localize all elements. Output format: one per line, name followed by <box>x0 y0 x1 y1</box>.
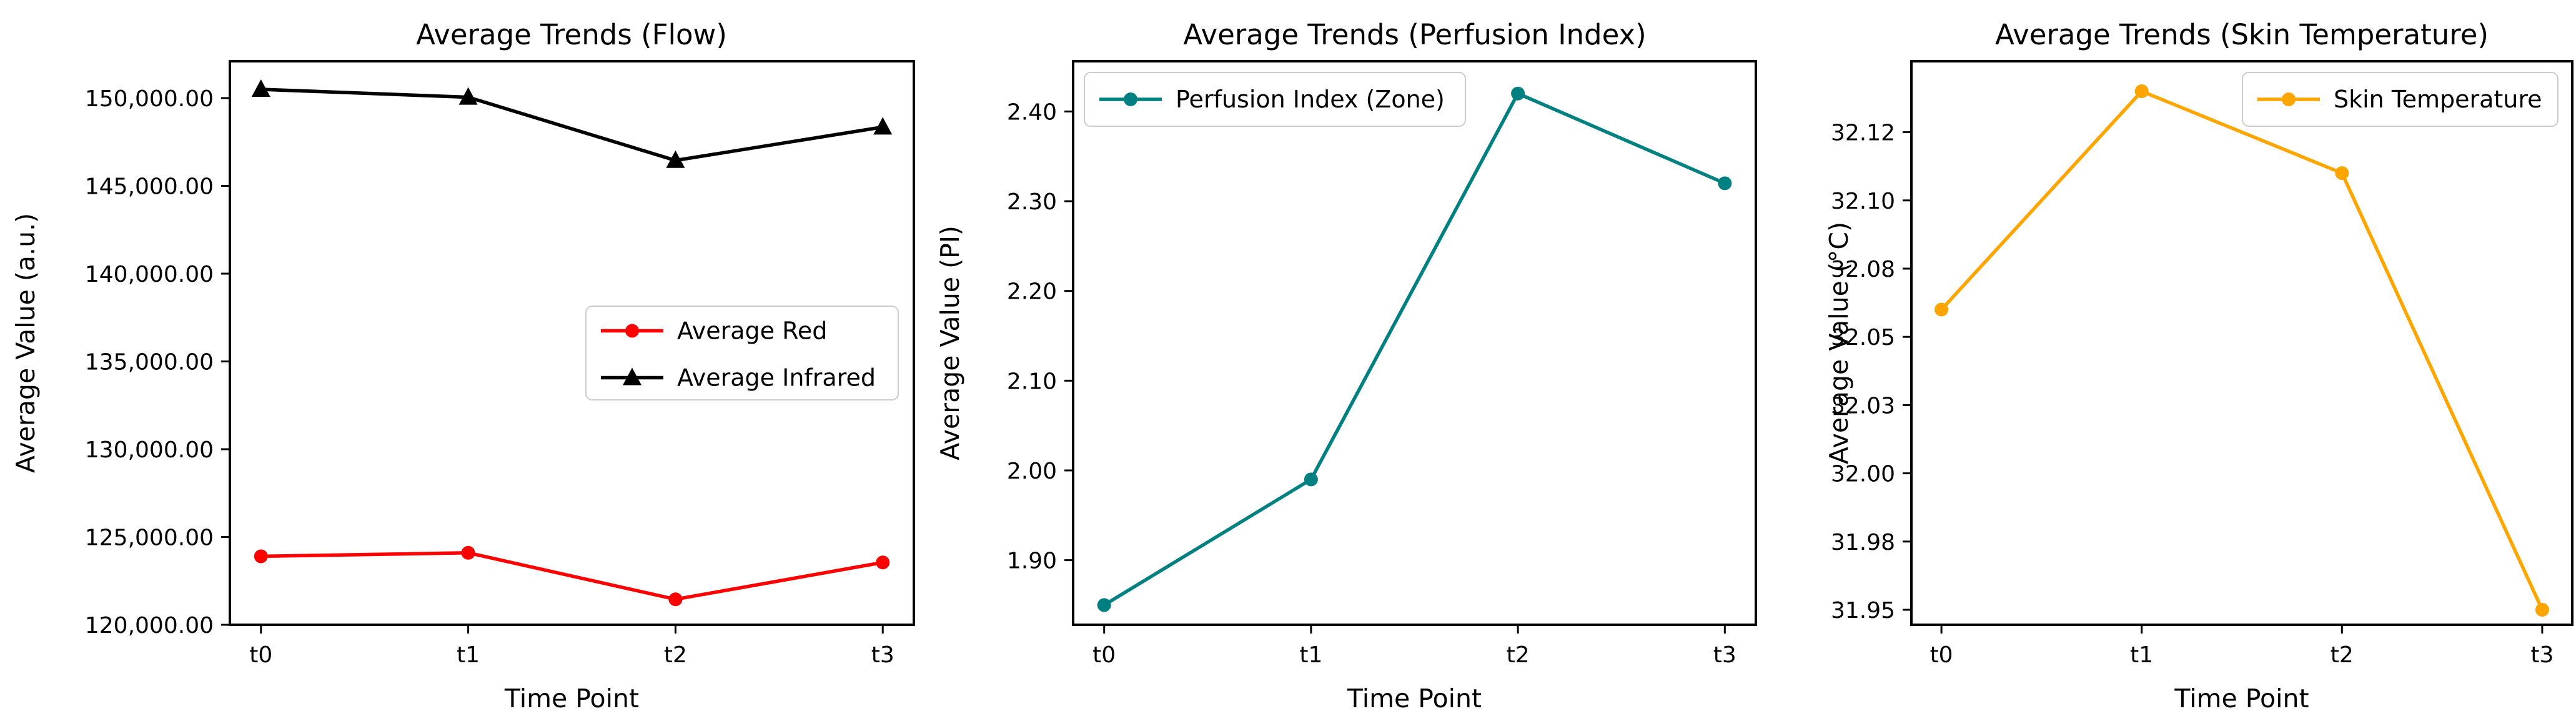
series-line-average-red <box>259 551 884 602</box>
y-tick-label: 2.20 <box>1007 279 1057 305</box>
data-point-average-infrared <box>873 117 893 135</box>
y-tick-label: 32.00 <box>1831 462 1895 487</box>
y-tick-label: 145,000.00 <box>85 174 214 200</box>
legend-marker-perfusion-index-zone <box>1124 92 1137 106</box>
legend-label-skin-temperature: Skin Temperature <box>2334 86 2542 113</box>
data-point-skin-temperature <box>2134 84 2149 99</box>
axes-frame <box>229 60 915 626</box>
y-tick-label: 2.30 <box>1007 189 1057 215</box>
legend-marker-average-infrared <box>623 367 642 385</box>
legend-box <box>585 306 899 400</box>
y-tick-label: 2.10 <box>1007 369 1057 394</box>
y-tick-label: 130,000.00 <box>85 437 214 463</box>
y-tick-label: 32.10 <box>1831 189 1895 214</box>
legend-label-average-red: Average Red <box>677 317 827 345</box>
y-tick-label: 150,000.00 <box>85 86 214 112</box>
x-tick-label: t3 <box>2530 642 2554 668</box>
x-axis-label: Time Point <box>2174 684 2309 714</box>
x-axis-label: Time Point <box>1347 684 1482 714</box>
legend: Skin Temperature <box>2242 72 2559 127</box>
axes-frame <box>1910 60 2574 626</box>
y-tick-label: 2.40 <box>1007 99 1057 125</box>
y-tick-label: 120,000.00 <box>85 613 214 639</box>
legend-marker-skin-temperature <box>2282 92 2296 106</box>
data-point-perfusion-index-zone <box>1304 472 1318 487</box>
chart-average-trends-skin-temperature: 31.95 31.98 32.00 32.03 32.05 32.08 32.10 32.12… <box>1824 60 2574 714</box>
data-point-skin-temperature <box>2535 602 2549 617</box>
data-point-perfusion-index-zone <box>1097 598 1111 612</box>
y-axis-label: Average Value (°C) <box>1824 222 1854 464</box>
data-point-average-red <box>461 545 475 560</box>
legend: Average Red Average Infrared <box>585 306 899 400</box>
y-tick-label: 32.08 <box>1831 257 1895 282</box>
chart-title-skin-temperature: Average Trends (Skin Temperature) <box>1994 18 2489 51</box>
chart-average-trends-flow: 120,000.00 125,000.00 130,000.00 135,000.00… <box>11 60 915 714</box>
chart-average-trends-perfusion-index: 1.90 2.00 2.10 2.20 2.30 2.40 t0 t1 t2 t3 Time Poi… <box>935 60 1757 714</box>
y-axis-label: Average Value (PI) <box>935 226 965 460</box>
legend-marker-average-red <box>625 324 639 338</box>
x-tick-label: t1 <box>1299 642 1322 668</box>
data-point-average-infrared <box>251 79 270 97</box>
x-tick-label: t2 <box>1507 642 1530 668</box>
data-point-skin-temperature <box>1934 302 1949 317</box>
x-tick-label: t0 <box>249 642 272 668</box>
x-tick-label: t0 <box>1092 642 1116 668</box>
data-point-average-red <box>668 592 683 607</box>
data-point-skin-temperature <box>2335 166 2349 181</box>
data-point-perfusion-index-zone <box>1718 176 1732 191</box>
y-tick-label: 32.05 <box>1831 325 1895 351</box>
legend-label-average-infrared: Average Infrared <box>677 364 876 392</box>
axes-frame <box>1072 60 1757 626</box>
chart-title-flow: Average Trends (Flow) <box>416 18 727 51</box>
x-tick-label: t2 <box>664 642 687 668</box>
legend-box <box>2242 72 2559 127</box>
chart-title-perfusion-index: Average Trends (Perfusion Index) <box>1183 18 1647 51</box>
data-point-average-red <box>876 555 890 570</box>
data-point-average-infrared <box>666 150 685 168</box>
data-point-perfusion-index-zone <box>1511 86 1525 101</box>
y-tick-label: 31.98 <box>1831 530 1895 555</box>
y-tick-label: 1.90 <box>1007 549 1057 574</box>
data-point-average-infrared <box>458 87 478 105</box>
y-tick-label: 32.03 <box>1831 393 1895 419</box>
series-line-perfusion-index-zone <box>1102 91 1727 607</box>
x-tick-label: t3 <box>1713 642 1736 668</box>
y-tick-label: 140,000.00 <box>85 262 214 287</box>
series-line-skin-temperature <box>1939 89 2544 612</box>
x-tick-label: t1 <box>457 642 480 668</box>
x-axis-label: Time Point <box>504 684 639 714</box>
y-tick-label: 32.12 <box>1831 121 1895 146</box>
series-line-average-infrared <box>259 87 884 162</box>
data-point-average-red <box>254 549 268 564</box>
y-axis-label: Average Value (a.u.) <box>11 213 41 473</box>
legend-box <box>1084 72 1466 127</box>
x-tick-label: t2 <box>2331 642 2354 668</box>
y-tick-label: 2.00 <box>1007 459 1057 484</box>
y-tick-label: 135,000.00 <box>85 350 214 375</box>
x-tick-label: t0 <box>1930 642 1953 668</box>
y-tick-label: 31.95 <box>1831 598 1895 624</box>
legend: Perfusion Index (Zone) <box>1084 72 1466 127</box>
x-tick-label: t3 <box>871 642 894 668</box>
legend-label-perfusion-index-zone: Perfusion Index (Zone) <box>1176 86 1445 113</box>
y-tick-label: 125,000.00 <box>85 525 214 551</box>
x-tick-label: t1 <box>2130 642 2153 668</box>
